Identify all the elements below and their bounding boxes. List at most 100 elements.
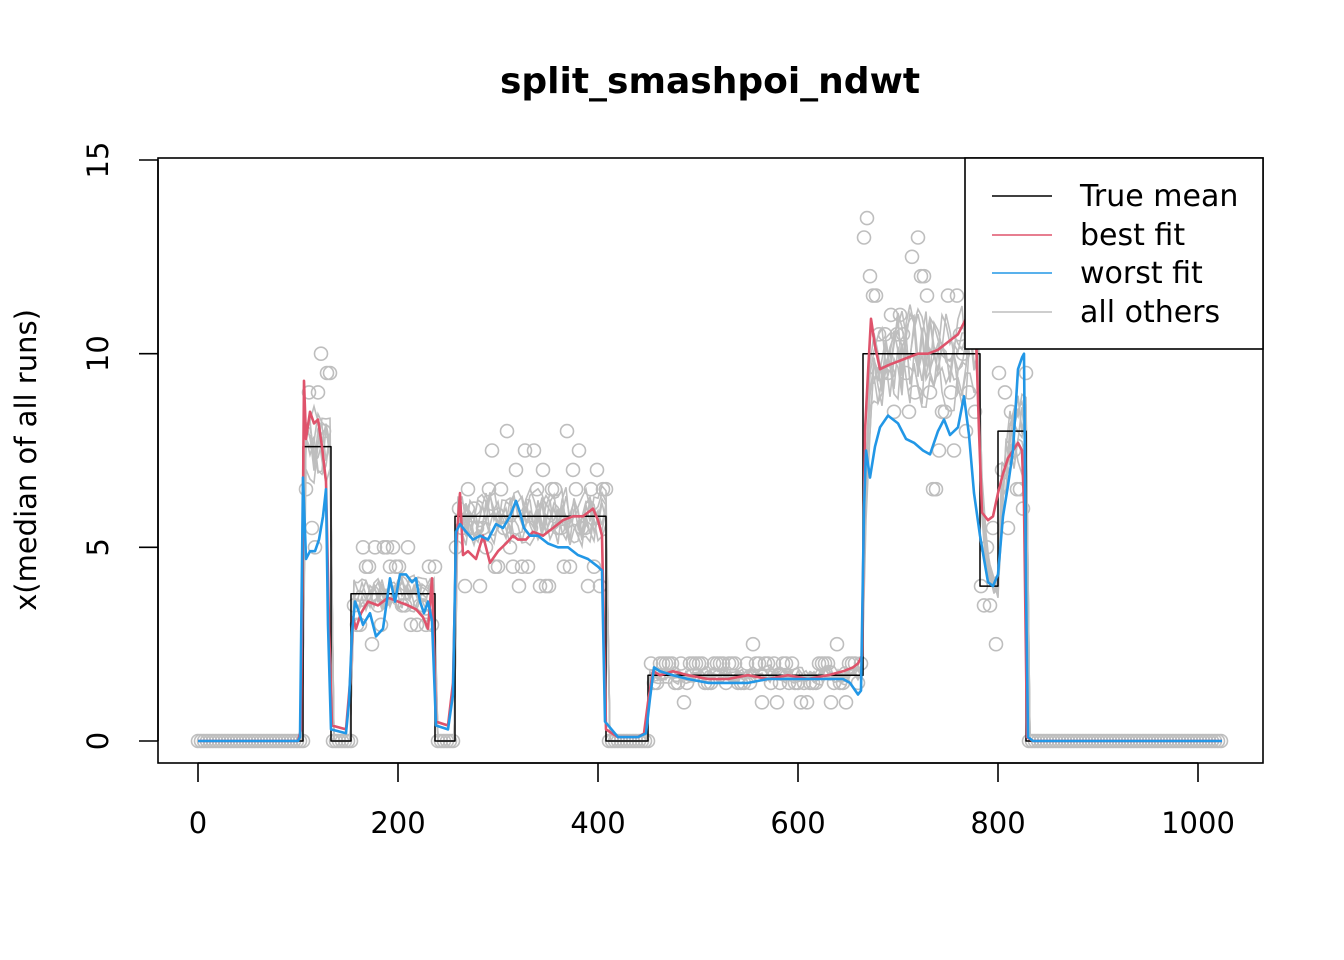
observation-point [358, 559, 374, 575]
observation-point [991, 365, 1007, 381]
legend-label-best-fit: best fit [1080, 218, 1185, 253]
observation-point [580, 578, 596, 594]
observation-point [316, 423, 332, 439]
observation-point [307, 539, 323, 555]
observation-point [985, 520, 1001, 536]
observation-point [571, 443, 587, 458]
legend-label-true-mean: True mean [1079, 179, 1238, 214]
observation-point [826, 675, 842, 691]
observation-point [529, 481, 545, 497]
observation-point [598, 481, 614, 497]
observation-point [694, 656, 710, 671]
observation-point [829, 636, 845, 652]
observation-point [364, 636, 380, 652]
observation-point [568, 481, 584, 497]
observation-point [784, 656, 800, 671]
observation-point [403, 617, 419, 633]
observation-point [919, 288, 935, 303]
x-tick-label: 600 [770, 806, 825, 840]
observation-point [931, 443, 947, 458]
observation-point [898, 365, 914, 381]
observation-point [976, 598, 992, 613]
observation-point [799, 694, 815, 710]
observation-point [559, 423, 575, 439]
observation-point [391, 559, 407, 575]
observation-point [838, 694, 854, 710]
observation-point [541, 578, 557, 594]
observation-point [490, 559, 506, 575]
observation-point [823, 694, 839, 710]
observation-point [910, 230, 926, 245]
observation-point [1009, 481, 1025, 497]
observation-point [469, 520, 485, 536]
y-axis-title: x(median of all runs) [9, 309, 43, 611]
observation-point [886, 404, 902, 420]
observation-point [556, 559, 572, 575]
observation-point [505, 559, 521, 575]
y-tick-label: 10 [81, 335, 115, 372]
observation-point [943, 385, 959, 400]
observation-point [778, 656, 794, 671]
observation-point [754, 694, 770, 710]
observation-point [298, 481, 314, 497]
observation-point [496, 520, 512, 536]
observation-point [946, 443, 962, 458]
observation-point [988, 636, 1004, 652]
observation-point [901, 404, 917, 420]
observation-point [928, 481, 944, 497]
observation-point [997, 385, 1013, 400]
observation-point [370, 598, 386, 613]
y-axis: 0 5 10 15 [81, 142, 159, 750]
observation-point [397, 598, 413, 613]
observation-point [796, 675, 812, 691]
observation-point [511, 578, 527, 594]
x-tick-label: 1000 [1161, 806, 1235, 840]
observation-point [586, 559, 602, 575]
observation-point [967, 404, 983, 420]
observation-point [679, 675, 695, 691]
observation-point [421, 559, 437, 575]
observation-point [793, 694, 809, 710]
observation-point [724, 656, 740, 671]
observation-point [583, 481, 599, 497]
observation-point [949, 288, 965, 303]
x-axis: 0 200 400 600 800 1000 [189, 762, 1235, 840]
observation-point [715, 656, 731, 671]
observation-point [562, 559, 578, 575]
observation-point [643, 656, 659, 671]
observation-point [904, 249, 920, 265]
y-tick-label: 0 [81, 732, 115, 750]
observation-point [1018, 365, 1034, 381]
observation-point [856, 230, 872, 245]
observation-point [526, 443, 542, 458]
series-layer [198, 294, 1222, 743]
observation-point [676, 694, 692, 710]
observation-point [958, 423, 974, 439]
observation-point [520, 559, 536, 575]
observation-point [982, 598, 998, 613]
worst-fit-line [198, 352, 1222, 743]
observation-point [385, 539, 401, 555]
observation-point [745, 636, 761, 652]
y-tick-label: 15 [81, 142, 115, 179]
observation-point [940, 288, 956, 303]
legend-box [964, 157, 1264, 350]
observation-point [400, 539, 416, 555]
observation-point [409, 617, 425, 633]
x-tick-label: 200 [370, 806, 425, 840]
observation-point [427, 559, 443, 575]
observation-point [481, 481, 497, 497]
observation-point [355, 539, 371, 555]
observation-point [874, 365, 890, 381]
legend-label-all-others: all others [1080, 295, 1220, 330]
observation-point [913, 268, 929, 284]
observation-point [760, 656, 776, 671]
observation-point [367, 539, 383, 555]
y-tick-label: 5 [81, 538, 115, 556]
observation-point [472, 578, 488, 594]
observation-point [547, 481, 563, 497]
observation-point [361, 559, 377, 575]
observation-point [1003, 404, 1019, 420]
observation-point [304, 520, 320, 536]
